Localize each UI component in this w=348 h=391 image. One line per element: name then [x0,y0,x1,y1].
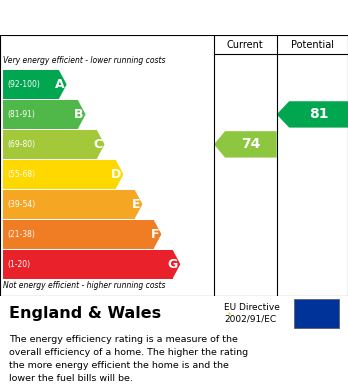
Text: Potential: Potential [291,39,334,50]
Polygon shape [277,101,348,127]
Bar [3,70,59,99]
Text: (55-68): (55-68) [7,170,35,179]
Bar [294,299,339,328]
Text: Not energy efficient - higher running costs: Not energy efficient - higher running co… [3,281,166,290]
Text: (39-54): (39-54) [7,200,35,209]
Bar [3,190,135,219]
Text: Energy Efficiency Rating: Energy Efficiency Rating [9,10,219,25]
Text: F: F [151,228,159,241]
Text: EU Directive
2002/91/EC: EU Directive 2002/91/EC [224,303,280,324]
Bar [3,250,173,278]
Text: 81: 81 [309,108,328,122]
Text: (92-100): (92-100) [7,80,40,89]
Text: Very energy efficient - lower running costs: Very energy efficient - lower running co… [3,56,166,65]
Text: C: C [93,138,102,151]
Bar [3,220,154,249]
Text: The energy efficiency rating is a measure of the
overall efficiency of a home. T: The energy efficiency rating is a measur… [9,335,248,383]
Bar [3,130,97,159]
Polygon shape [59,70,66,99]
Text: A: A [55,78,64,91]
Polygon shape [154,220,161,249]
Text: England & Wales: England & Wales [9,306,161,321]
Text: Current: Current [227,39,264,50]
Polygon shape [173,250,180,278]
Text: (21-38): (21-38) [7,230,35,239]
Text: (69-80): (69-80) [7,140,35,149]
Polygon shape [135,190,142,219]
Text: 74: 74 [241,137,261,151]
Polygon shape [97,130,104,159]
Text: B: B [74,108,83,121]
Text: (1-20): (1-20) [7,260,30,269]
Text: G: G [168,258,178,271]
Polygon shape [214,131,277,158]
Text: E: E [132,198,140,211]
Bar [3,160,116,188]
Text: D: D [111,168,121,181]
Polygon shape [78,100,86,129]
Text: (81-91): (81-91) [7,110,35,119]
Bar [3,100,78,129]
Polygon shape [116,160,124,188]
